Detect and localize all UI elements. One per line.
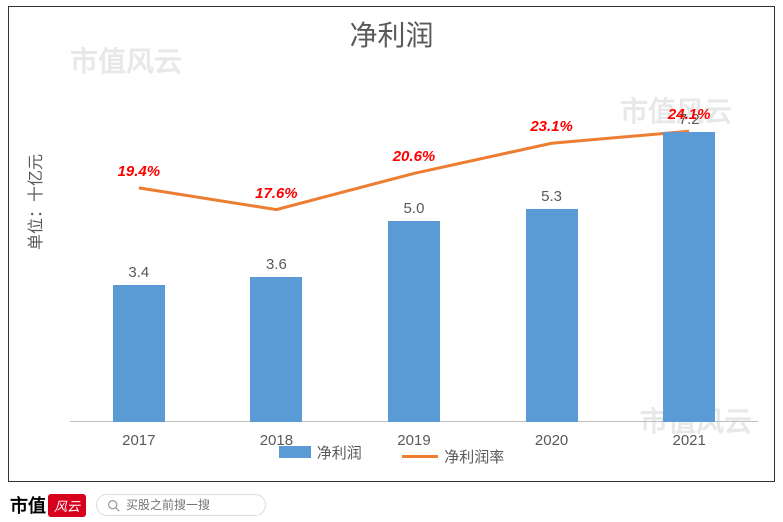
bar: [388, 221, 440, 422]
bar-group: 7.224.1%2021: [620, 60, 758, 422]
legend-label-line: 净利润率: [444, 446, 504, 467]
bar-group: 3.419.4%2017: [70, 60, 208, 422]
brand-text: 市值: [10, 492, 46, 518]
bar: [113, 285, 165, 422]
bar: [250, 277, 302, 422]
line-value-label: 20.6%: [393, 148, 436, 165]
search-icon: [107, 499, 120, 512]
footer-bar: 市值 风云: [0, 488, 783, 522]
search-box[interactable]: [96, 494, 266, 516]
bar-value-label: 3.6: [266, 256, 287, 273]
legend-label-bar: 净利润: [317, 442, 362, 463]
search-input[interactable]: [126, 498, 255, 512]
bar-group: 5.323.1%2020: [483, 60, 621, 422]
line-value-label: 19.4%: [118, 163, 161, 180]
legend-swatch-bar: [279, 446, 311, 458]
y-axis-label: 单位：十亿元: [22, 154, 46, 250]
bar-value-label: 5.0: [404, 200, 425, 217]
chart-title: 净利润: [0, 14, 783, 54]
legend: 净利润 净利润率: [0, 442, 783, 468]
plot-area: 3.419.4%20173.617.6%20185.020.6%20195.32…: [70, 60, 758, 422]
bar-value-label: 5.3: [541, 188, 562, 205]
bar: [663, 132, 715, 422]
brand-badge: 风云: [48, 494, 86, 517]
bar-group: 3.617.6%2018: [208, 60, 346, 422]
legend-item-line: 净利润率: [402, 446, 504, 467]
bar-value-label: 3.4: [128, 264, 149, 281]
legend-item-bar: 净利润: [279, 442, 362, 463]
bar: [526, 209, 578, 422]
line-value-label: 24.1%: [668, 106, 711, 123]
bar-group: 5.020.6%2019: [345, 60, 483, 422]
line-value-label: 23.1%: [530, 118, 573, 135]
line-value-label: 17.6%: [255, 185, 298, 202]
legend-swatch-line: [402, 455, 438, 458]
